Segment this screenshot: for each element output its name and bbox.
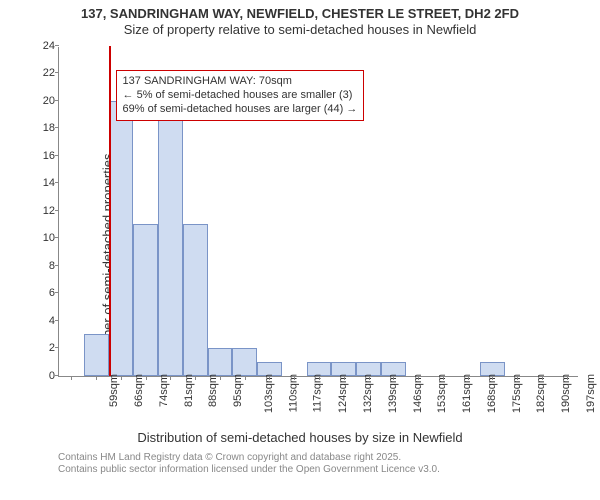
x-tick-mark	[567, 376, 568, 380]
histogram-bar	[109, 101, 134, 376]
x-tick-mark	[517, 376, 518, 380]
y-tick-mark	[55, 265, 59, 266]
x-tick-label: 117sqm	[312, 374, 324, 412]
x-tick-mark	[468, 376, 469, 380]
y-tick-label: 6	[25, 287, 55, 299]
y-tick-mark	[55, 347, 59, 348]
y-tick-label: 4	[25, 315, 55, 327]
y-tick-mark	[55, 237, 59, 238]
x-tick-mark	[443, 376, 444, 380]
y-tick-mark	[55, 100, 59, 101]
y-tick-label: 20	[25, 95, 55, 107]
x-tick-mark	[269, 376, 270, 380]
histogram-bar	[84, 334, 109, 375]
y-tick-label: 14	[25, 177, 55, 189]
annotation-line: 137 SANDRINGHAM WAY: 70sqm	[123, 74, 358, 88]
y-tick-label: 8	[25, 260, 55, 272]
x-tick-mark	[492, 376, 493, 380]
x-tick-mark	[71, 376, 72, 380]
y-tick-mark	[55, 182, 59, 183]
x-tick-label: 110sqm	[287, 374, 299, 412]
annotation-box: 137 SANDRINGHAM WAY: 70sqm← 5% of semi-d…	[116, 70, 365, 121]
y-tick-mark	[55, 210, 59, 211]
y-tick-label: 22	[25, 67, 55, 79]
histogram-bar	[158, 101, 183, 376]
x-tick-mark	[146, 376, 147, 380]
x-tick-mark	[170, 376, 171, 380]
y-tick-mark	[55, 375, 59, 376]
x-tick-label: 81sqm	[183, 374, 195, 407]
histogram-bar	[232, 348, 257, 376]
y-tick-mark	[55, 320, 59, 321]
y-tick-mark	[55, 127, 59, 128]
y-tick-mark	[55, 45, 59, 46]
x-tick-label: 88sqm	[207, 374, 219, 407]
x-tick-label: 74sqm	[158, 374, 170, 407]
histogram-bar	[133, 224, 158, 375]
x-tick-mark	[96, 376, 97, 380]
title-line-1: 137, SANDRINGHAM WAY, NEWFIELD, CHESTER …	[0, 6, 600, 22]
chart-title-block: 137, SANDRINGHAM WAY, NEWFIELD, CHESTER …	[0, 0, 600, 39]
footer-line-1: Contains HM Land Registry data © Crown c…	[58, 452, 440, 465]
x-tick-mark	[344, 376, 345, 380]
annotation-line: 69% of semi-detached houses are larger (…	[123, 102, 358, 116]
x-tick-mark	[294, 376, 295, 380]
x-tick-label: 66sqm	[133, 374, 145, 407]
property-marker-line	[109, 46, 111, 376]
annotation-line: ← 5% of semi-detached houses are smaller…	[123, 88, 358, 102]
x-tick-mark	[393, 376, 394, 380]
y-tick-label: 2	[25, 342, 55, 354]
x-axis-title: Distribution of semi-detached houses by …	[0, 430, 600, 445]
y-tick-label: 18	[25, 122, 55, 134]
x-tick-label: 197sqm	[585, 374, 597, 413]
y-tick-label: 12	[25, 205, 55, 217]
x-tick-label: 59sqm	[108, 374, 120, 407]
x-tick-mark	[418, 376, 419, 380]
footer-line-2: Contains public sector information licen…	[58, 464, 440, 477]
chart-footer: Contains HM Land Registry data © Crown c…	[58, 452, 440, 477]
y-tick-label: 24	[25, 40, 55, 52]
x-tick-mark	[542, 376, 543, 380]
title-line-2: Size of property relative to semi-detach…	[0, 22, 600, 38]
y-tick-mark	[55, 72, 59, 73]
y-tick-mark	[55, 155, 59, 156]
x-tick-label: 95sqm	[232, 374, 244, 407]
x-tick-mark	[220, 376, 221, 380]
y-tick-label: 0	[25, 370, 55, 382]
x-tick-mark	[245, 376, 246, 380]
plot-area: 02468101214161820222459sqm66sqm74sqm81sq…	[58, 47, 578, 377]
chart-container: Number of semi-detached properties 02468…	[0, 39, 600, 479]
x-tick-mark	[369, 376, 370, 380]
y-tick-mark	[55, 292, 59, 293]
histogram-bar	[183, 224, 208, 375]
x-tick-mark	[195, 376, 196, 380]
x-tick-mark	[319, 376, 320, 380]
x-tick-mark	[121, 376, 122, 380]
histogram-bar	[208, 348, 233, 376]
y-tick-label: 16	[25, 150, 55, 162]
y-tick-label: 10	[25, 232, 55, 244]
